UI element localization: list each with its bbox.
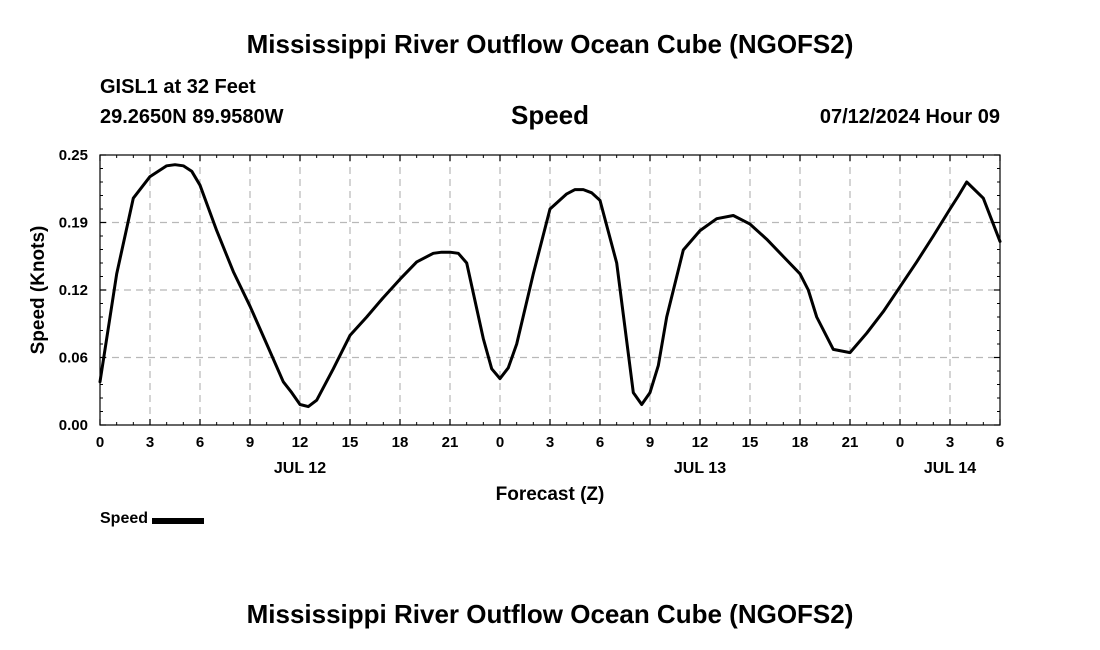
x-tick-label: 21 <box>442 434 459 451</box>
x-tick-label: 3 <box>146 434 154 451</box>
chart-legend: Speed <box>100 510 205 528</box>
legend-label: Speed <box>100 510 149 527</box>
x-axis-label: Forecast (Z) <box>496 484 605 505</box>
y-axis: 0.00 0.06 0.12 0.19 0.25 <box>59 147 1000 434</box>
x-tick-label: 6 <box>196 434 204 451</box>
chart-grid <box>100 155 1000 425</box>
x-tick-label: 18 <box>392 434 409 451</box>
x-tick-label: 18 <box>792 434 809 451</box>
footer-title: Mississippi River Outflow Ocean Cube (NG… <box>246 599 854 629</box>
x-tick-label: 3 <box>946 434 954 451</box>
x-tick-label: 6 <box>996 434 1004 451</box>
y-tick-label: 0.06 <box>59 350 88 367</box>
date-label: JUL 12 <box>274 460 326 477</box>
x-tick-label: 0 <box>96 434 104 451</box>
date-label: JUL 14 <box>924 460 976 477</box>
x-tick-label: 12 <box>292 434 309 451</box>
x-tick-label: 0 <box>896 434 904 451</box>
x-tick-label: 6 <box>596 434 604 451</box>
x-tick-label: 9 <box>246 434 254 451</box>
y-tick-label: 0.12 <box>59 282 88 299</box>
x-tick-label: 21 <box>842 434 859 451</box>
x-tick-label: 12 <box>692 434 709 451</box>
x-axis: 0 3 6 9 12 15 18 21 0 3 6 9 12 15 18 21 0 3 6 <box>96 155 1004 451</box>
station-label: GISL1 at 32 Feet <box>100 76 256 98</box>
x-tick-label: 9 <box>646 434 654 451</box>
y-axis-label: Speed (Knots) <box>28 226 49 355</box>
y-tick-label: 0.00 <box>59 417 88 434</box>
station-coordinates: 29.2650N 89.9580W <box>100 106 284 128</box>
x-tick-label: 15 <box>342 434 359 451</box>
chart-title: Speed <box>510 100 590 130</box>
x-tick-label: 0 <box>496 434 504 451</box>
date-labels: JUL 12 JUL 13 JUL 14 <box>274 460 976 477</box>
x-tick-label: 3 <box>546 434 554 451</box>
date-label: JUL 13 <box>674 460 726 477</box>
speed-chart: 0 3 6 9 12 15 18 21 0 3 6 9 12 15 18 21 0 3 6 0.00 0.06 0.12… <box>28 147 1004 505</box>
legend-swatch <box>152 518 205 524</box>
series-line-speed <box>98 163 1002 409</box>
x-tick-label: 15 <box>742 434 759 451</box>
y-tick-label: 0.19 <box>59 215 88 232</box>
page-title: Mississippi River Outflow Ocean Cube (NG… <box>246 29 854 59</box>
forecast-datetime: 07/12/2024 Hour 09 <box>819 106 1000 128</box>
y-tick-label: 0.25 <box>59 147 88 164</box>
